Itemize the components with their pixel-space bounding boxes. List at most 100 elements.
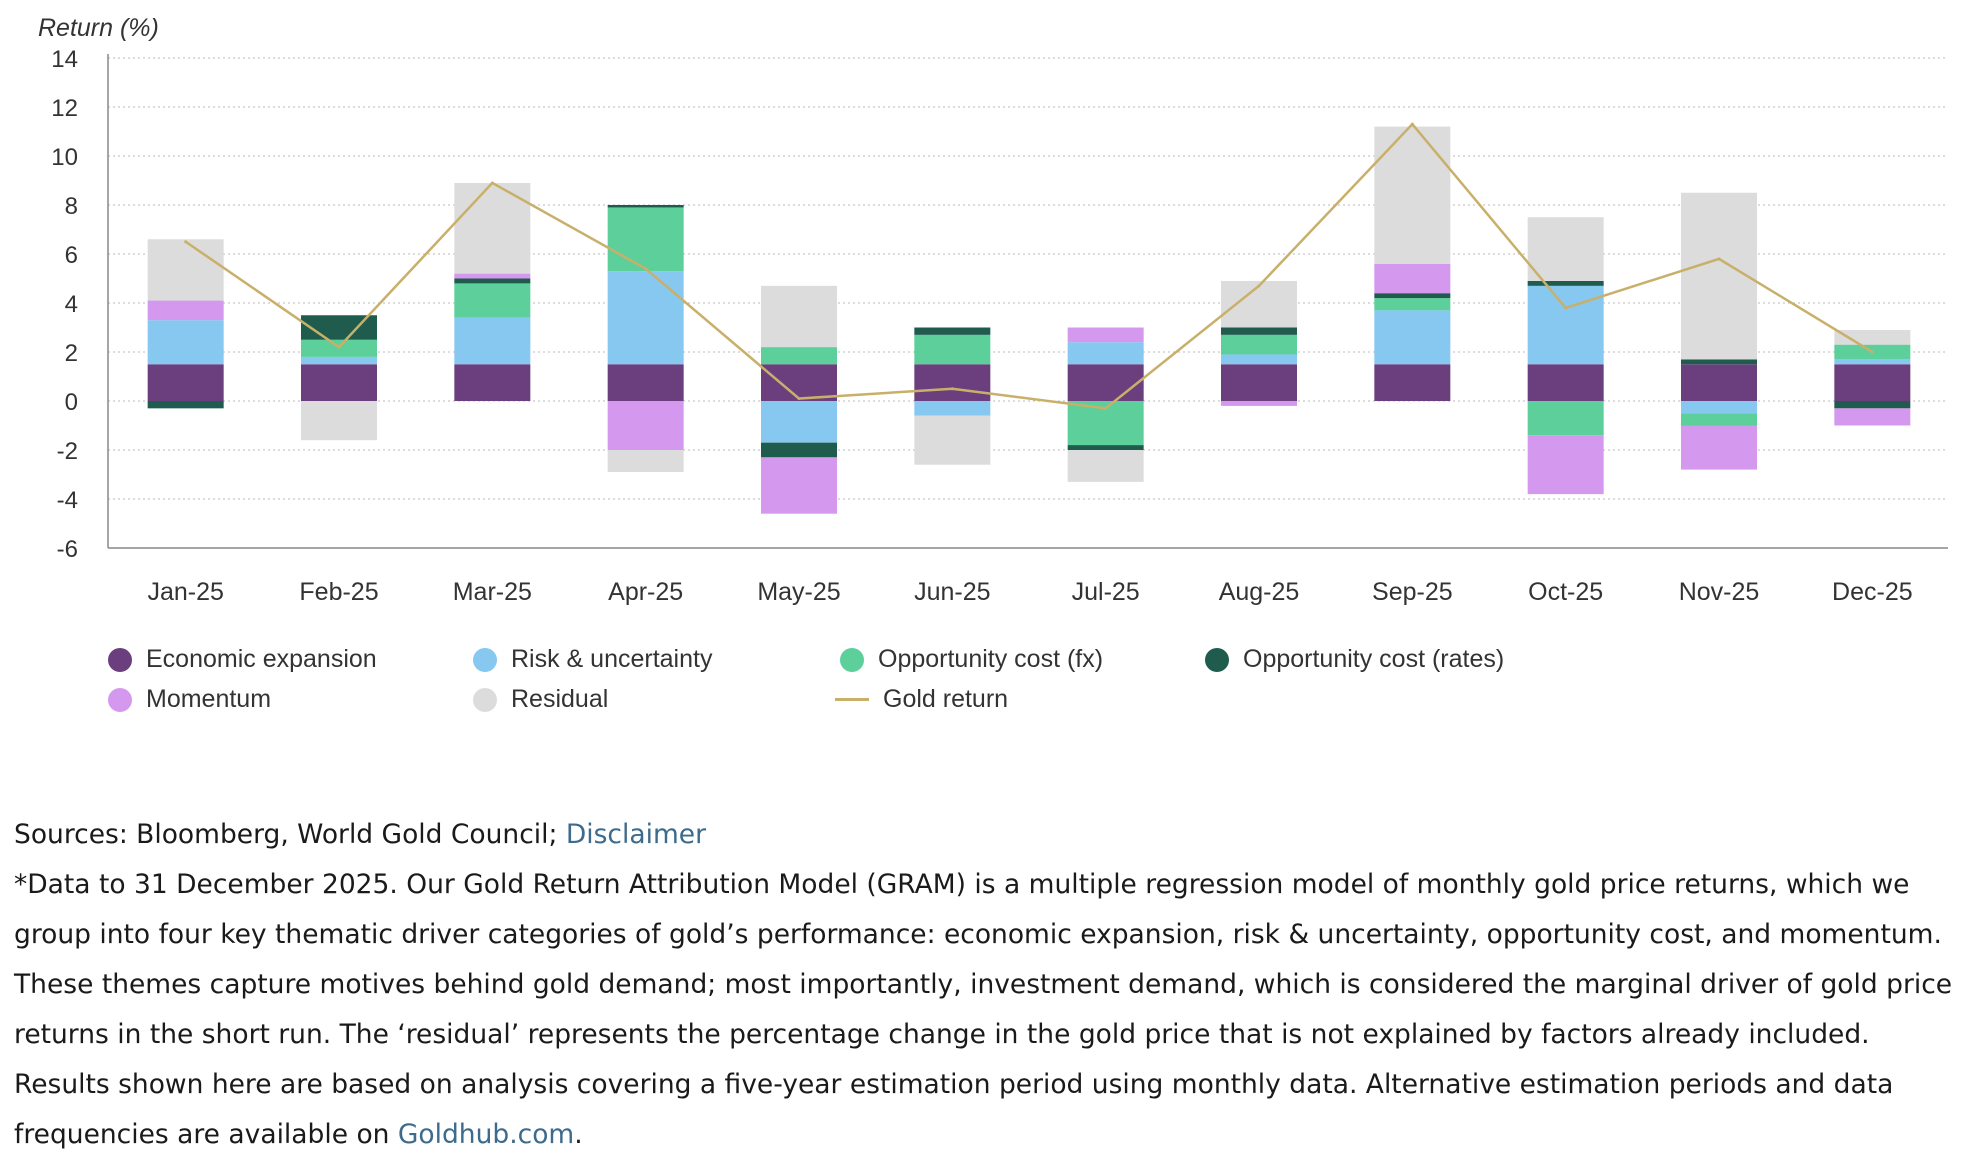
x-tick-label: Jan-25 bbox=[147, 578, 223, 606]
bar-segment bbox=[1681, 401, 1757, 414]
bar-segment bbox=[1221, 280, 1297, 328]
bar-segment bbox=[1527, 401, 1604, 436]
gold-return-point bbox=[337, 345, 341, 349]
bar-segment bbox=[301, 356, 377, 365]
bar-segment bbox=[1374, 126, 1451, 264]
bar-segment bbox=[454, 317, 531, 365]
bar-segment bbox=[1681, 425, 1757, 470]
legend-label: Risk & uncertainty bbox=[511, 645, 713, 673]
bar-segment bbox=[1067, 327, 1144, 343]
legend-label: Opportunity cost (fx) bbox=[878, 645, 1104, 673]
bar-segment bbox=[1374, 293, 1451, 299]
legend-label: Gold return bbox=[883, 685, 1009, 713]
legend-label: Opportunity cost (rates) bbox=[1243, 645, 1505, 673]
bar-segment bbox=[1067, 445, 1144, 450]
sources-line: Sources: Bloomberg, World Gold Council; … bbox=[14, 810, 1964, 860]
legend-label: Residual bbox=[511, 685, 609, 713]
gold-return-point bbox=[1717, 257, 1721, 261]
bar-segment bbox=[607, 271, 684, 365]
methodology-note: *Data to 31 December 2025. Our Gold Retu… bbox=[14, 860, 1964, 1160]
bar-segment bbox=[1681, 359, 1757, 365]
chart-notes: Sources: Bloomberg, World Gold Council; … bbox=[14, 810, 1964, 1160]
bar-segment bbox=[1834, 408, 1911, 426]
y-tick-label: 8 bbox=[65, 193, 78, 220]
bar-segment bbox=[607, 205, 684, 208]
sources-text: Sources: Bloomberg, World Gold Council; bbox=[14, 819, 566, 850]
x-tick-label: Feb-25 bbox=[299, 578, 378, 606]
bar-segment bbox=[1067, 364, 1144, 401]
chart-area: -6 -4 -2 0 2 4 6 8 10 12 14 Return (%) Jan-25 Feb-25 M… bbox=[38, 14, 1948, 714]
disclaimer-link[interactable]: Disclaimer bbox=[565, 819, 706, 850]
y-tick-label: 0 bbox=[65, 389, 78, 416]
bar-segment bbox=[761, 442, 837, 458]
bar-segment bbox=[1681, 364, 1757, 401]
legend-item-momentum[interactable]: Momentum bbox=[108, 685, 271, 714]
bar-segment bbox=[761, 285, 837, 348]
legend-item-opportunity-cost-fx[interactable]: Opportunity cost (fx) bbox=[840, 645, 1103, 674]
gold-return-point bbox=[1870, 350, 1874, 354]
y-tick-label: 2 bbox=[65, 340, 78, 367]
bar-segment bbox=[914, 327, 991, 335]
legend-item-opportunity-cost-rates[interactable]: Opportunity cost (rates) bbox=[1205, 645, 1504, 674]
bar-segment bbox=[147, 401, 224, 409]
bar-segment bbox=[761, 401, 837, 443]
x-tick-label: Aug-25 bbox=[1219, 578, 1300, 606]
legend-item-economic-expansion[interactable]: Economic expansion bbox=[108, 645, 377, 674]
bar-segment bbox=[914, 401, 991, 416]
bar-segment bbox=[1834, 359, 1911, 365]
bar-segment bbox=[1067, 450, 1144, 482]
legend-swatch bbox=[1205, 647, 1229, 672]
gold-return-point bbox=[1564, 306, 1568, 310]
bar-segment bbox=[914, 364, 991, 401]
bar-segment bbox=[454, 278, 531, 284]
legend-swatch bbox=[840, 647, 864, 672]
x-tick-label: May-25 bbox=[757, 578, 840, 606]
bar-segment bbox=[147, 300, 224, 321]
legend-label: Momentum bbox=[146, 685, 272, 713]
y-tick-label: -4 bbox=[57, 487, 78, 514]
bar-segment bbox=[607, 364, 684, 401]
bar-segment bbox=[1374, 364, 1451, 401]
legend-swatch bbox=[108, 687, 132, 712]
bar-segment bbox=[1221, 327, 1297, 335]
gold-return-point bbox=[950, 387, 954, 391]
bar-segment bbox=[301, 401, 377, 441]
bar-segment bbox=[1834, 401, 1911, 409]
bar-segment bbox=[607, 401, 684, 450]
legend-label: Economic expansion bbox=[146, 645, 377, 673]
legend-item-risk-uncertainty[interactable]: Risk & uncertainty bbox=[473, 645, 712, 674]
bar-segment bbox=[1221, 334, 1297, 355]
bar-segment bbox=[607, 207, 684, 272]
y-tick-label: 4 bbox=[65, 291, 78, 318]
bar-segment bbox=[454, 364, 531, 401]
bar-segment bbox=[1681, 192, 1757, 360]
legend-item-gold-return[interactable]: Gold return bbox=[835, 685, 1008, 714]
y-tick-label: 6 bbox=[65, 242, 78, 269]
bar-segment bbox=[301, 364, 377, 401]
bar-segment bbox=[1374, 298, 1451, 311]
x-tick-label: Jul-25 bbox=[1072, 578, 1140, 606]
y-tick-label: -2 bbox=[57, 438, 78, 465]
gold-return-point bbox=[184, 240, 188, 244]
bar-segment bbox=[1374, 310, 1451, 365]
y-tick-label: 10 bbox=[51, 144, 78, 171]
x-tick-label: Mar-25 bbox=[453, 578, 532, 606]
bar-segment bbox=[1527, 435, 1604, 495]
bar-segment bbox=[1527, 217, 1604, 281]
bar-segment bbox=[1527, 280, 1604, 286]
bar-segment bbox=[1527, 285, 1604, 365]
gold-return-point bbox=[1257, 284, 1261, 288]
goldhub-link[interactable]: Goldhub.com bbox=[397, 1119, 575, 1150]
legend-item-residual[interactable]: Residual bbox=[473, 685, 608, 714]
gold-return-point bbox=[797, 397, 801, 401]
x-tick-label: Apr-25 bbox=[608, 578, 683, 606]
gold-return-line bbox=[184, 122, 1873, 410]
gold-return-point bbox=[644, 267, 648, 271]
legend-swatch bbox=[473, 647, 497, 672]
y-tick-label: 12 bbox=[51, 95, 78, 122]
x-tick-label: Sep-25 bbox=[1372, 578, 1453, 606]
bar-segment bbox=[1221, 354, 1297, 365]
bar-segment bbox=[1527, 364, 1604, 401]
gold-return-point bbox=[1104, 406, 1108, 410]
x-tick-label: Oct-25 bbox=[1528, 578, 1603, 606]
